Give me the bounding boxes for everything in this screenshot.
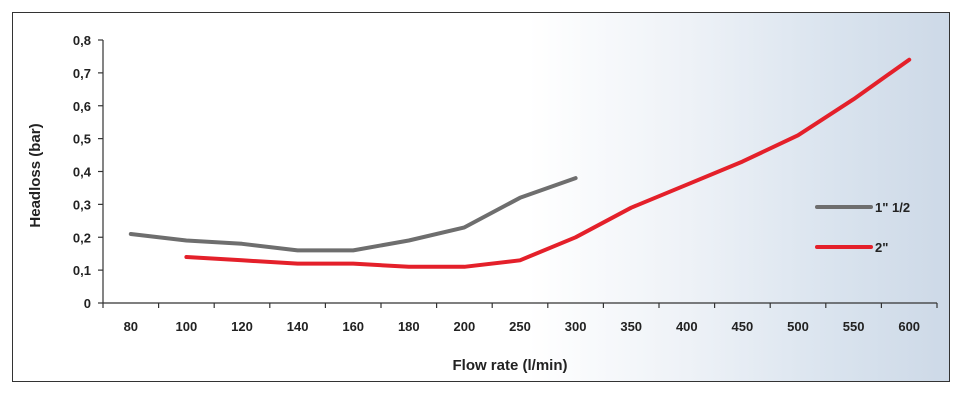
x-tick-label: 600 (898, 319, 920, 334)
y-tick-label: 0,6 (73, 99, 91, 114)
x-tick-label: 140 (287, 319, 309, 334)
x-tick-label: 500 (787, 319, 809, 334)
x-tick-label: 80 (124, 319, 138, 334)
x-tick-label: 550 (843, 319, 865, 334)
x-tick-label: 450 (732, 319, 754, 334)
x-tick-label: 250 (509, 319, 531, 334)
x-tick-label: 100 (176, 319, 198, 334)
series-line-2 (184, 57, 912, 269)
x-tick-label: 180 (398, 319, 420, 334)
y-tick-label: 0,7 (73, 66, 91, 81)
legend: 1" 1/2 2" (815, 200, 910, 255)
y-tick-label: 0 (84, 296, 91, 311)
y-tick-label: 0,4 (73, 165, 92, 180)
y-axis-title: Headloss (bar) (27, 123, 44, 227)
axes (102, 40, 937, 304)
x-tick-label: 400 (676, 319, 698, 334)
x-tick-label: 300 (565, 319, 587, 334)
x-tick-label: 160 (342, 319, 364, 334)
x-ticks: 80 100 120 140 160 180 200 250 300 350 400 450 500 55… (102, 303, 938, 334)
legend-label: 1" 1/2 (875, 200, 910, 215)
x-axis-title: Flow rate (l/min) (452, 357, 567, 374)
y-tick-label: 0,2 (73, 230, 91, 245)
y-ticks: 0 0,1 0,2 0,3 0,4 0,5 0,6 0,7 0,8 (73, 33, 103, 311)
legend-label: 2" (875, 240, 888, 255)
series-line-1 (128, 176, 578, 253)
x-tick-label: 200 (454, 319, 476, 334)
y-tick-label: 0,8 (73, 33, 91, 48)
headloss-line-chart: 0 0,1 0,2 0,3 0,4 0,5 0,6 0,7 0,8 80 100 120 140 160… (27, 33, 938, 374)
y-tick-label: 0,5 (73, 132, 91, 147)
x-tick-label: 120 (231, 319, 253, 334)
y-tick-label: 0,1 (73, 263, 91, 278)
chart-frame: 0 0,1 0,2 0,3 0,4 0,5 0,6 0,7 0,8 80 100 120 140 160… (12, 12, 950, 382)
series-lines (128, 57, 912, 269)
x-tick-label: 350 (620, 319, 642, 334)
y-tick-label: 0,3 (73, 197, 91, 212)
